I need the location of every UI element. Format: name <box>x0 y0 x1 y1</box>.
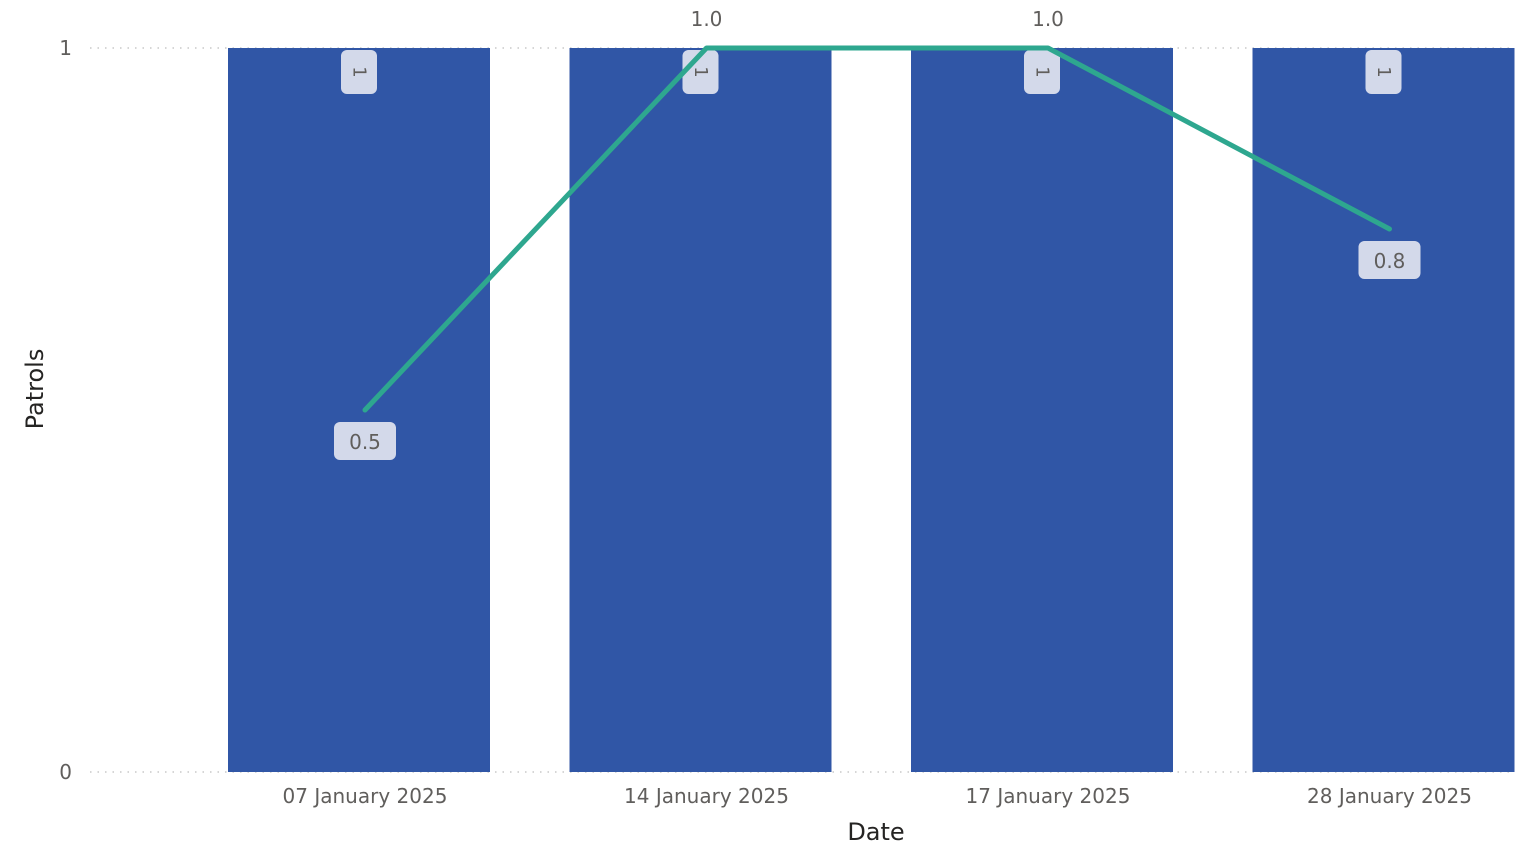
x-tick-label: 07 January 2025 <box>283 784 448 808</box>
line-data-label: 1.0 <box>691 7 723 31</box>
line-path[interactable] <box>362 45 1392 413</box>
x-axis-ticks: 07 January 2025 14 January 2025 17 January… <box>283 784 1472 808</box>
line-label-background <box>1358 241 1421 279</box>
bar[interactable] <box>911 48 1173 772</box>
bar-data-label: 1 <box>1365 50 1402 94</box>
bar-label-value: 1 <box>1373 66 1394 77</box>
line-label-value: 0.8 <box>1374 249 1406 273</box>
bar-series: 1 1 1 1 <box>228 48 1515 772</box>
x-tick-label: 14 January 2025 <box>624 784 789 808</box>
bar-label-value: 1 <box>1032 66 1053 77</box>
y-axis-title: Patrols <box>21 349 49 430</box>
bar-label-value: 1 <box>349 66 370 77</box>
bar[interactable] <box>1252 48 1515 772</box>
line-data-label: 0.8 <box>1358 241 1421 279</box>
bar-data-label: 1 <box>1024 50 1060 94</box>
y-tick-label: 0 <box>59 760 72 784</box>
bar[interactable] <box>569 48 832 772</box>
line-data-label: 0.5 <box>334 422 396 460</box>
y-axis-ticks: 01 <box>59 36 72 784</box>
bar-label-value: 1 <box>690 66 711 77</box>
x-axis-title: Date <box>847 818 904 846</box>
bar-data-label: 1 <box>341 50 377 94</box>
line-label-value: 0.5 <box>349 430 381 454</box>
bar-label-background <box>341 50 377 94</box>
bar[interactable] <box>228 48 490 772</box>
bar-label-background <box>1365 50 1402 94</box>
line-label-background <box>334 422 396 460</box>
x-tick-label: 28 January 2025 <box>1307 784 1472 808</box>
line-series: 0.5 1.0 1.0 0.8 <box>334 7 1421 460</box>
y-tick-label: 1 <box>59 36 72 60</box>
x-tick-label: 17 January 2025 <box>966 784 1131 808</box>
line-data-label: 1.0 <box>1032 7 1064 31</box>
bar-label-background <box>1024 50 1060 94</box>
